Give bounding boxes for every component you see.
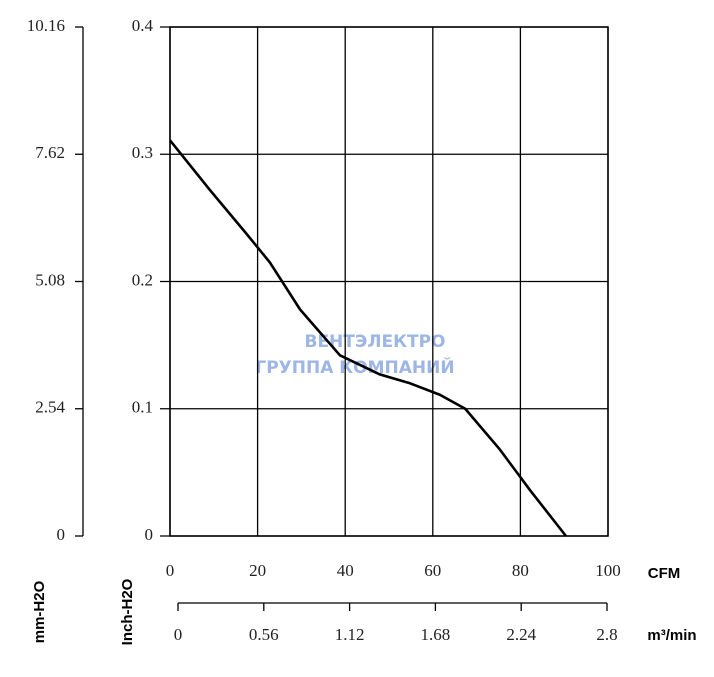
y2-tick-label: 5.08 [35,270,65,289]
x2-tick-label: 0 [174,625,183,644]
x2-tick-label: 1.12 [335,625,365,644]
x2-tick-label: 2.24 [506,625,536,644]
x2-axis-label: m³/min [647,627,696,644]
line-series [168,139,567,537]
watermark-sub: ГРУППА КОМПАНИЙ [255,356,454,378]
y-tick-label: 0 [145,525,154,544]
x2-tick-label: 2.8 [596,625,617,644]
x-tick-label: 80 [512,561,529,580]
x2-tick-label: 1.68 [421,625,451,644]
x-tick-label: 20 [249,561,266,580]
x-tick-label: 40 [337,561,354,580]
y-tick-label: 0.4 [132,16,154,35]
x-tick-label: 100 [595,561,621,580]
x2-tick-label: 0.56 [249,625,279,644]
y2-tick-label: 10.16 [27,16,65,35]
y-tick-label: 0.2 [132,270,153,289]
y-axis-label: Inch-H2O [119,578,136,645]
y-tick-label: 0.3 [132,143,153,162]
x-tick-label: 60 [424,561,441,580]
y2-tick-label: 2.54 [35,398,65,417]
watermark: ВЕНТЭЛЕКТРО [304,332,445,352]
x-tick-label: 0 [166,561,175,580]
y2-tick-label: 7.62 [35,143,65,162]
y2-axis-label: mm-H2O [31,580,48,643]
y-tick-label: 0.1 [132,398,153,417]
y2-tick-label: 0 [57,525,66,544]
x-axis-label: CFM [648,565,681,582]
